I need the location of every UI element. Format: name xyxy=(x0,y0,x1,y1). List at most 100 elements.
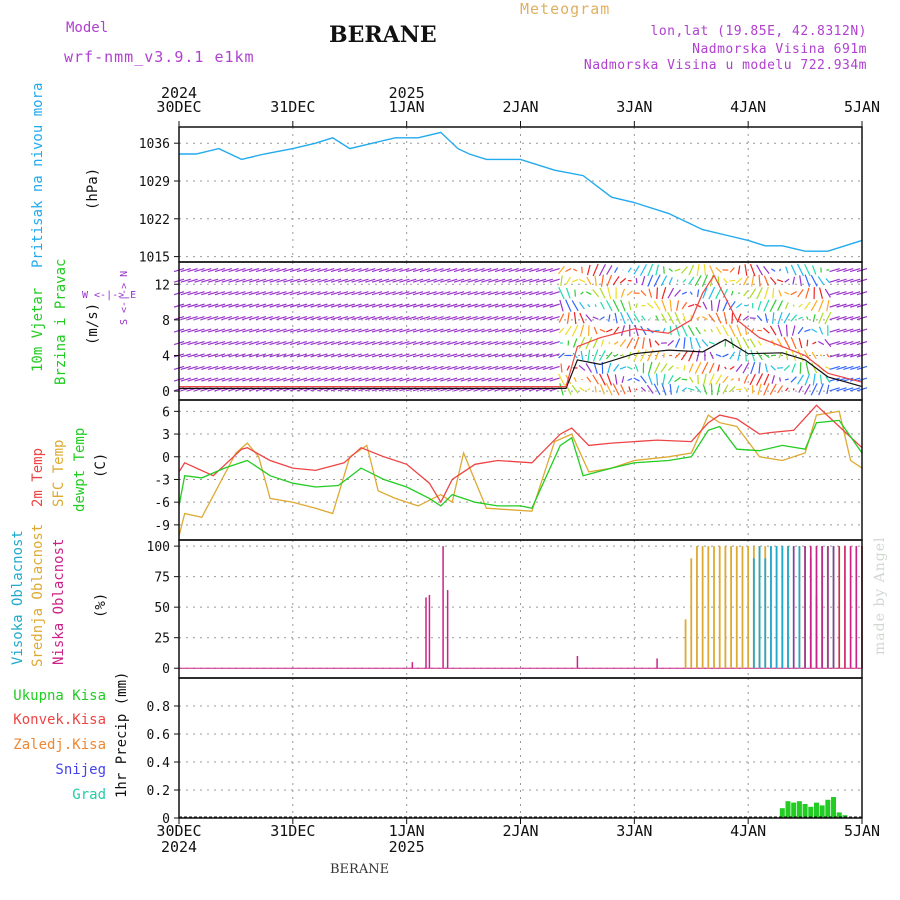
wind-barb xyxy=(276,365,287,371)
wind-barb xyxy=(620,325,625,336)
wind-barb xyxy=(501,291,513,296)
wind-barb xyxy=(701,274,708,287)
wind-barb xyxy=(542,377,553,382)
wind-barb xyxy=(770,268,776,272)
wind-barb xyxy=(633,377,640,382)
wind-barb xyxy=(566,312,570,324)
wind-barb xyxy=(522,291,533,296)
wind-barb xyxy=(194,278,205,283)
wind-barb xyxy=(283,291,294,296)
wind-barb xyxy=(549,291,560,296)
wind-barb xyxy=(310,353,321,358)
y-tick-label: 0.2 xyxy=(147,784,170,799)
cloud-low-bar xyxy=(821,546,823,669)
wind-barb xyxy=(433,365,444,371)
wind-barb xyxy=(447,377,458,382)
wind-barb xyxy=(501,267,513,273)
wind-barb xyxy=(600,274,605,287)
wind-barb xyxy=(187,365,198,371)
wind-barb xyxy=(474,328,485,333)
wind-barb xyxy=(201,365,212,371)
wind-barb xyxy=(255,267,267,273)
wind-barb xyxy=(235,291,246,296)
wind-barb xyxy=(829,316,840,321)
wind-barb xyxy=(488,316,499,321)
wind-barb xyxy=(522,303,533,308)
wind-barb xyxy=(737,265,741,275)
wind-barb xyxy=(763,373,770,386)
cloud-low-bar xyxy=(849,546,852,669)
wind-barb xyxy=(508,328,519,333)
wind-barb xyxy=(303,291,314,296)
wind-barb xyxy=(769,383,777,395)
wind-barb xyxy=(262,365,273,371)
y-tick-label: 100 xyxy=(147,540,170,555)
wind-barb xyxy=(829,340,840,346)
x-tick-label-top: 4JAN xyxy=(730,98,766,116)
wind-barb xyxy=(481,353,492,358)
precip-total-bar xyxy=(796,801,802,818)
wind-barb xyxy=(187,353,198,358)
wind-barb xyxy=(508,353,519,358)
wind-barb xyxy=(743,290,749,297)
wind-barb xyxy=(406,340,417,346)
wind-barb xyxy=(515,291,526,296)
y-tick-label: 0 xyxy=(162,662,170,677)
wind-barb xyxy=(763,266,770,274)
wind-barb xyxy=(701,339,709,347)
pressure-label: Pritisak na nivou mora xyxy=(30,83,46,268)
wind-barb xyxy=(426,278,437,283)
cloud-low-bar xyxy=(810,546,812,669)
wind-barb xyxy=(351,377,362,382)
wind-barb xyxy=(849,278,861,283)
wind-barb xyxy=(784,291,790,295)
wind-barb xyxy=(453,316,465,321)
wind-barb xyxy=(426,328,437,333)
wind-barb xyxy=(701,316,708,321)
wind-barb xyxy=(607,287,612,300)
wind-barb xyxy=(324,267,335,273)
precip-total-bar xyxy=(831,797,837,818)
wind-barb xyxy=(710,300,713,311)
wind-barb xyxy=(508,291,519,296)
wind-barb xyxy=(447,291,458,296)
wind-barb xyxy=(731,312,734,324)
wind-barb xyxy=(542,278,553,283)
wind-barb xyxy=(378,291,390,296)
wind-barb xyxy=(560,275,563,286)
wind-barb xyxy=(668,268,673,272)
wind-barb xyxy=(626,337,634,349)
wind-barb xyxy=(564,325,572,336)
y-tick-label: 0.6 xyxy=(147,728,170,743)
wind-barb xyxy=(440,303,451,308)
wind-barb xyxy=(248,365,260,371)
year-label-top: 2024 xyxy=(161,84,197,102)
wind-barb xyxy=(269,278,280,283)
wind-barb xyxy=(317,303,328,308)
wind-barb xyxy=(440,267,451,273)
wind-barb xyxy=(696,263,700,277)
wind-barb xyxy=(607,362,612,374)
wind-barb xyxy=(501,377,513,382)
wind-barb xyxy=(508,365,519,371)
wind-barb xyxy=(528,278,540,283)
wind-barb xyxy=(757,300,762,311)
wind-barb xyxy=(587,304,591,308)
wind-barb xyxy=(836,328,847,333)
precip-total-bar xyxy=(825,799,831,818)
wind-barb xyxy=(648,361,653,375)
wind-barb xyxy=(729,366,735,370)
wind-barb xyxy=(586,264,591,276)
wind-barb xyxy=(608,314,611,322)
wind-barb xyxy=(599,350,606,361)
wind-barb xyxy=(600,316,605,320)
wind-barb xyxy=(453,303,465,308)
wind-barb xyxy=(406,353,417,358)
wind-barb xyxy=(528,340,540,346)
wind-barb xyxy=(488,328,499,333)
wind-barb xyxy=(566,365,571,371)
wind-barb xyxy=(419,278,431,283)
wind-barb xyxy=(549,328,560,333)
wind-barb xyxy=(681,266,688,274)
wind-barb xyxy=(749,263,756,277)
